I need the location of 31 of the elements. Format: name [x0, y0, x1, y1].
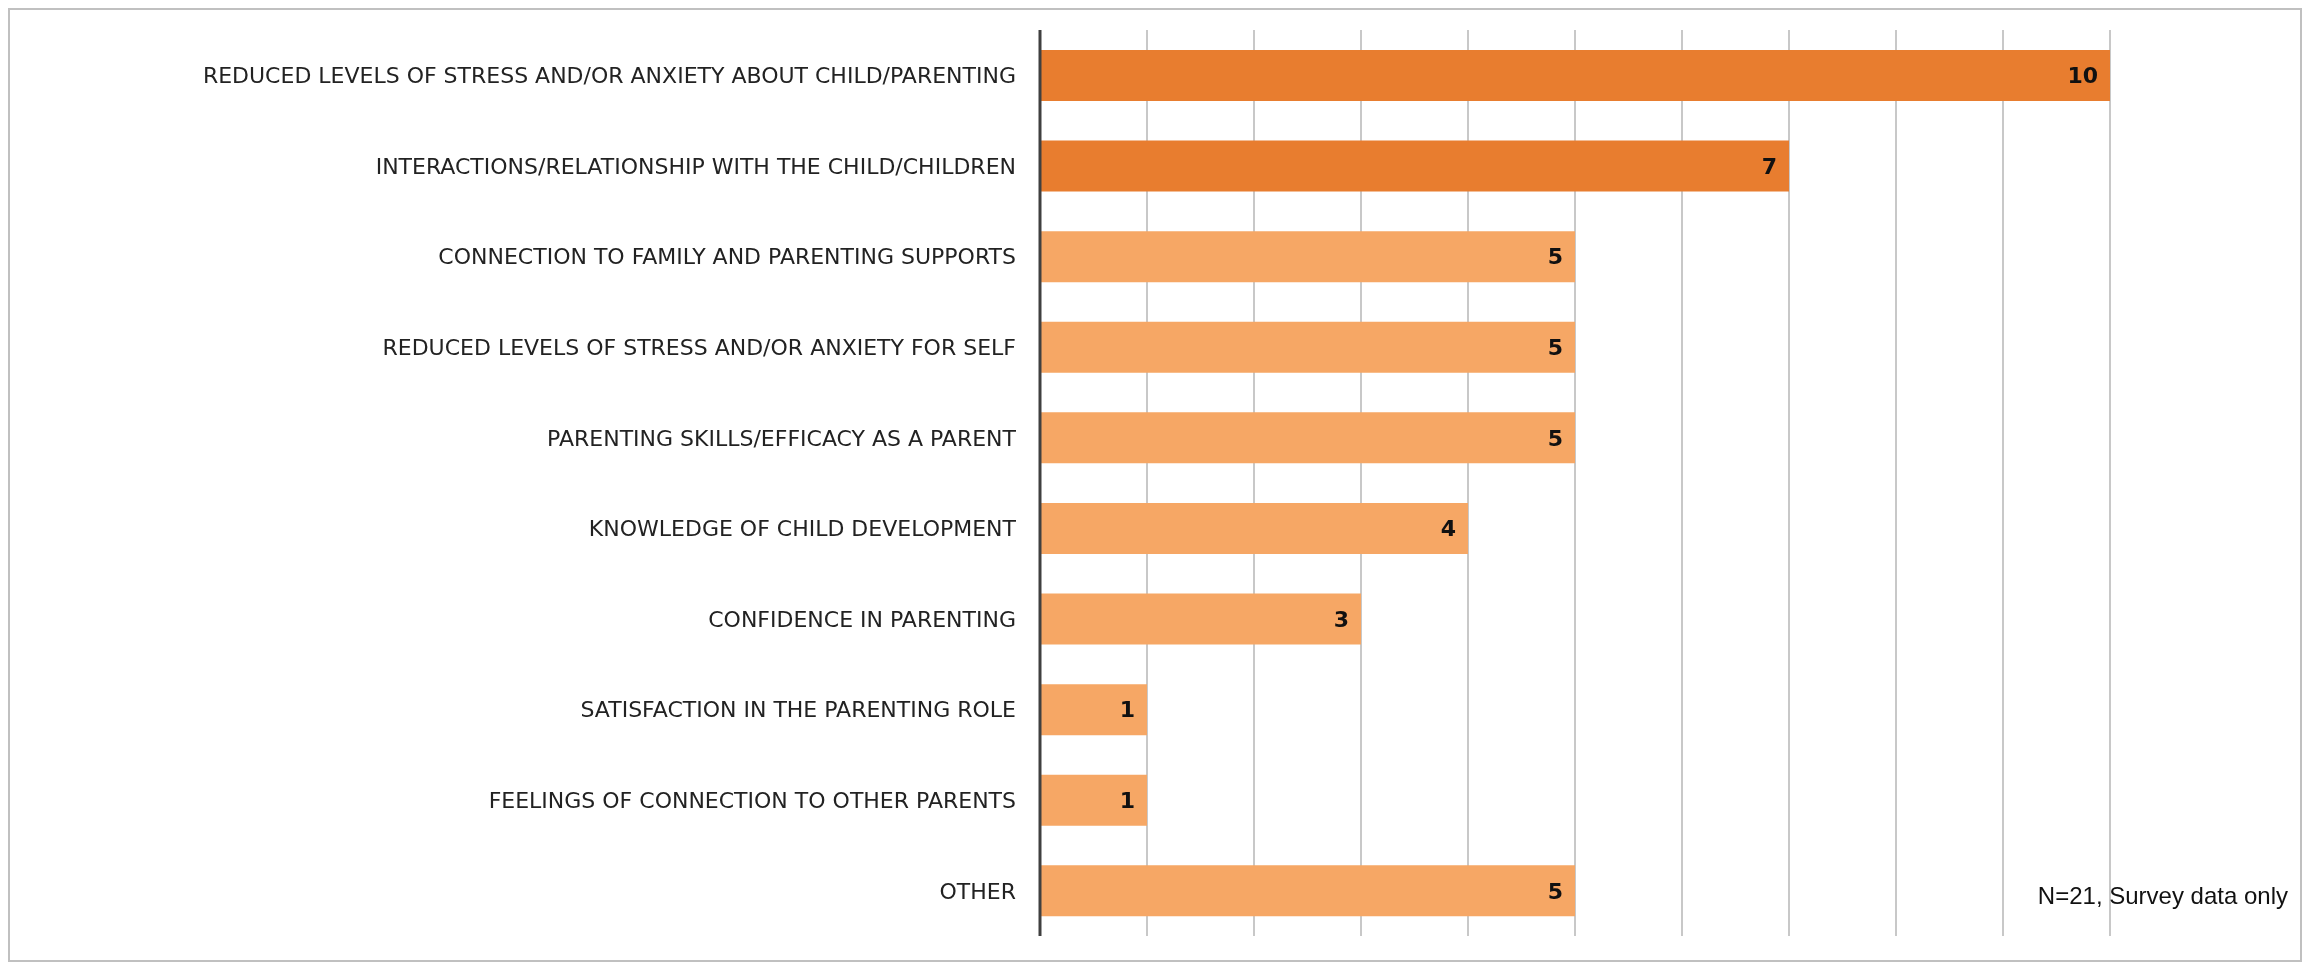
y-tick-label: KNOWLEDGE OF CHILD DEVELOPMENT	[588, 516, 1017, 542]
y-tick-label: FEELINGS OF CONNECTION TO OTHER PARENTS	[488, 787, 1016, 813]
y-tick-label: PARENTING SKILLS/EFFICACY AS A PARENT	[547, 425, 1017, 451]
data-label: 3	[1333, 606, 1349, 632]
bar	[1040, 865, 1575, 917]
bar	[1040, 140, 1789, 192]
y-tick-label: REDUCED LEVELS OF STRESS AND/OR ANXIETY FOR SELF	[382, 334, 1016, 360]
bar	[1040, 774, 1147, 826]
y-tick-label: SATISFACTION IN THE PARENTING ROLE	[580, 697, 1016, 723]
bar	[1040, 593, 1361, 645]
y-tick-label: CONFIDENCE IN PARENTING	[708, 606, 1016, 632]
data-label: 5	[1547, 244, 1563, 270]
data-label: 10	[2067, 63, 2098, 89]
data-label: 1	[1119, 697, 1135, 723]
y-tick-label: CONNECTION TO FAMILY AND PARENTING SUPPORTS	[438, 244, 1016, 270]
y-tick-label: REDUCED LEVELS OF STRESS AND/OR ANXIETY ABOUT CHILD/PARENTING	[202, 63, 1016, 89]
annotation: N=21, Survey data only	[2037, 882, 2288, 910]
bar	[1040, 321, 1575, 373]
y-tick-label: OTHER	[939, 878, 1016, 904]
bar	[1040, 49, 2110, 101]
data-label: 4	[1440, 516, 1456, 542]
data-label: 5	[1547, 425, 1563, 451]
data-label: 7	[1761, 153, 1777, 179]
bar	[1040, 412, 1575, 464]
bar	[1040, 502, 1468, 554]
data-label: 5	[1547, 878, 1563, 904]
data-label: 1	[1119, 788, 1135, 814]
y-tick-label: INTERACTIONS/RELATIONSHIP WITH THE CHILD/CHILDREN	[375, 153, 1016, 179]
data-label: 5	[1547, 335, 1563, 361]
bar	[1040, 684, 1147, 736]
bar	[1040, 231, 1575, 283]
